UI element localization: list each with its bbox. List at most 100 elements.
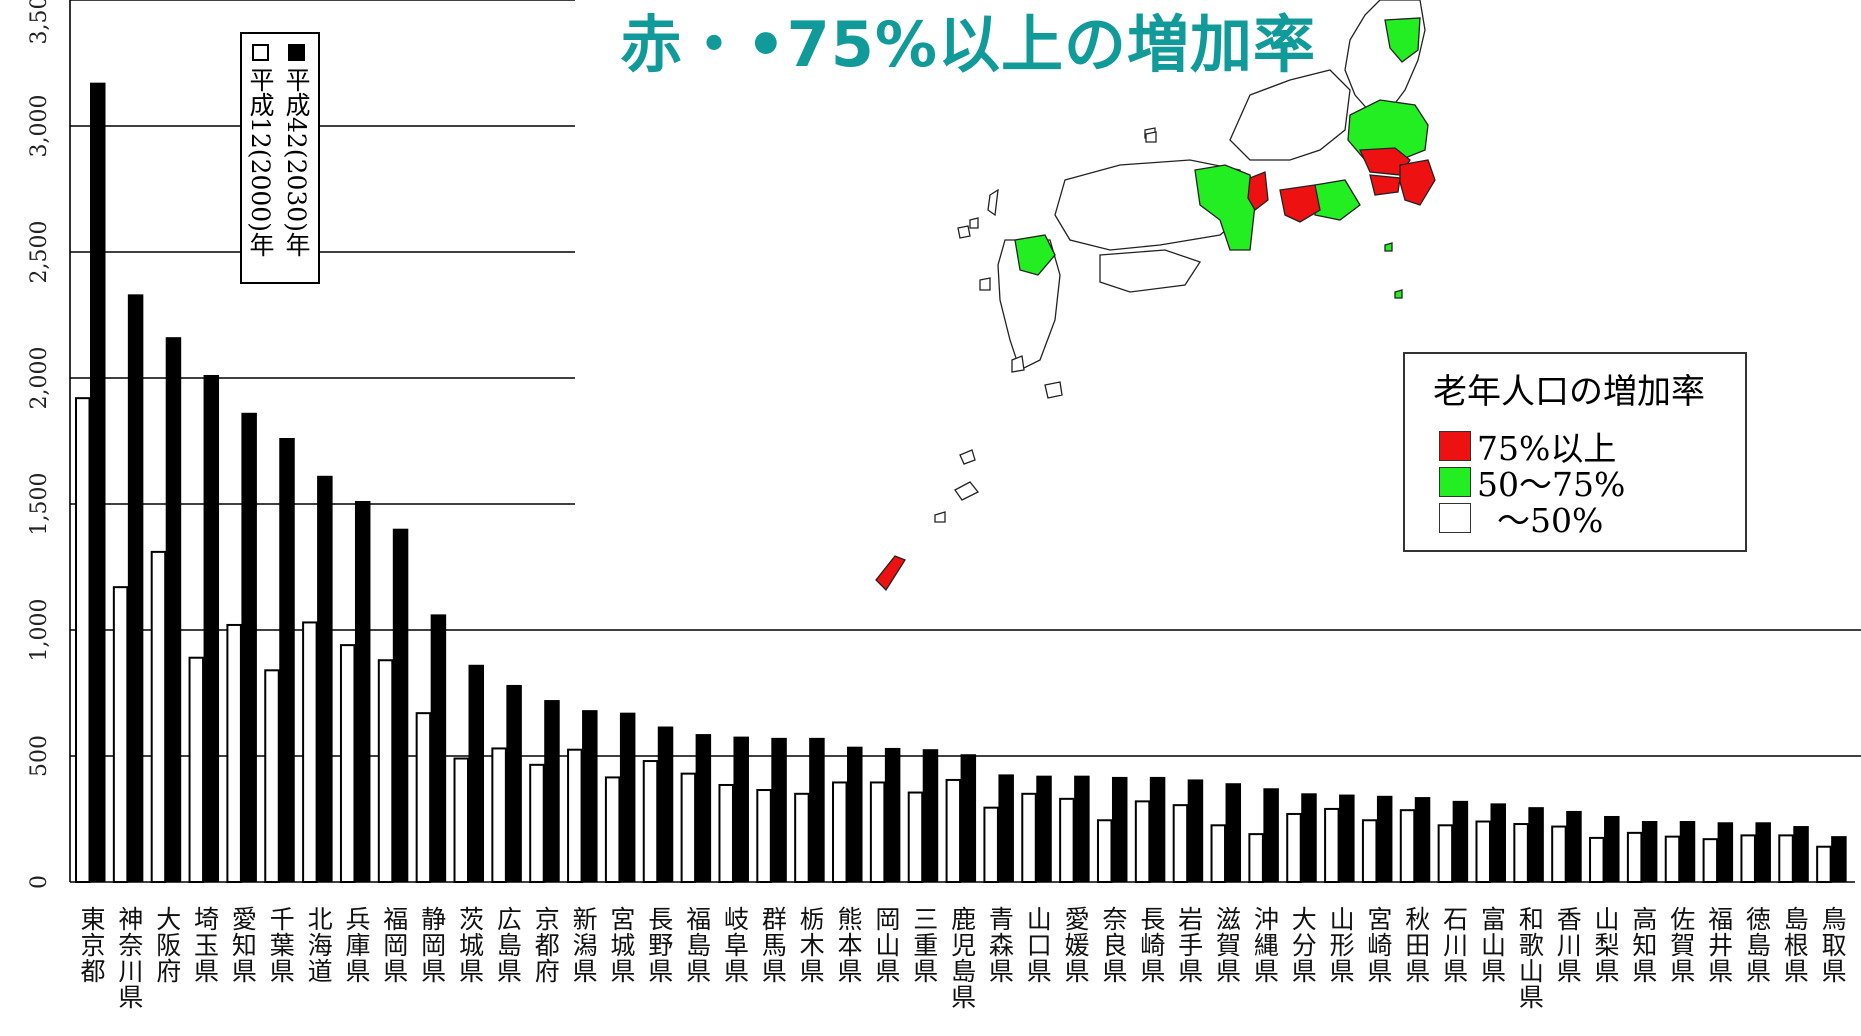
y-tick-label: 2,500: [27, 221, 52, 284]
map-kyushu: [997, 239, 1061, 371]
rate-legend: 老年人口の増加率 75%以上 50〜75% 〜50%: [1403, 352, 1747, 552]
y-tick-label: 3,50: [27, 0, 52, 44]
legend-entry-2030: 平成42(2030)年: [282, 44, 311, 257]
bar-2000: [907, 791, 924, 883]
chart-title: 赤・•75%以上の増加率: [620, 8, 1317, 81]
x-tick-label: 静岡県: [418, 906, 447, 984]
map-chubu: [1229, 69, 1351, 161]
bar-2000: [1664, 835, 1681, 884]
bar-2000: [1210, 824, 1227, 883]
bar-2030: [922, 749, 939, 883]
bar-2000: [983, 806, 999, 883]
x-tick-label: 滋賀県: [1213, 906, 1242, 984]
x-tick-label: 京都府: [531, 906, 560, 984]
rate-legend-title: 老年人口の増加率: [1433, 372, 1705, 412]
map-red-aichi: [1279, 184, 1321, 223]
bar-2030: [354, 500, 371, 883]
x-tick-label: 佐賀県: [1667, 906, 1696, 984]
bar-2030: [468, 664, 485, 883]
x-tick-label: 群馬県: [758, 906, 787, 984]
rate-label-high: 75%以上: [1477, 429, 1617, 468]
bar-2000: [1399, 809, 1416, 883]
x-tick-label: 鳥取県: [1818, 906, 1847, 984]
map-shikoku: [1099, 249, 1202, 293]
map-island-green-b: [1394, 289, 1403, 299]
bar-2000: [1816, 845, 1832, 883]
bar-2030: [998, 774, 1014, 883]
x-tick-label: 埼玉県: [191, 906, 220, 984]
bar-2000: [1589, 836, 1605, 884]
x-tick-label: 岡山県: [872, 906, 901, 984]
bar-2030: [279, 437, 295, 883]
bar-2030: [165, 337, 182, 883]
rate-legend-row-mid: 50〜75%: [1439, 458, 1625, 506]
bar-2030: [771, 737, 787, 883]
bar-2030: [317, 475, 333, 883]
bar-2000: [150, 550, 167, 883]
bar-2000: [75, 397, 91, 883]
map-green-fukuoka: [1014, 234, 1056, 276]
bar-2000: [567, 748, 583, 884]
bar-2030: [884, 747, 901, 883]
map-red-osaka: [1247, 171, 1269, 211]
rate-swatch-green: [1439, 467, 1471, 497]
bar-2000: [1475, 820, 1491, 884]
bar-2030: [1490, 803, 1506, 883]
bar-2000: [339, 644, 356, 883]
bar-2030: [847, 746, 863, 883]
bar-2030: [960, 754, 977, 883]
x-tick-label: 山梨県: [1591, 906, 1620, 984]
bar-2030: [1755, 822, 1771, 883]
x-tick-label: 栃木県: [796, 906, 825, 984]
x-tick-label: 宮崎県: [1364, 906, 1393, 984]
legend-label-2030: 平成42(2030)年: [282, 67, 311, 257]
x-tick-label: 茨城県: [456, 906, 485, 984]
bar-2000: [680, 772, 697, 884]
x-tick-label: 徳島県: [1742, 906, 1771, 984]
x-tick-label: 福岡県: [380, 906, 409, 984]
bar-2030: [1187, 779, 1204, 883]
x-tick-label: 広島県: [493, 906, 522, 984]
bar-2030: [1528, 807, 1544, 883]
x-tick-label: 秋田県: [1402, 906, 1431, 984]
y-tick-label: 0: [27, 875, 52, 889]
bar-2030: [1566, 810, 1582, 883]
bar-2030: [1717, 822, 1734, 883]
map-island-a: [957, 225, 971, 239]
x-tick-label: 香川県: [1553, 906, 1582, 984]
bar-2030: [1604, 815, 1620, 883]
bar-2030: [1036, 775, 1052, 883]
bar-2000: [869, 781, 886, 884]
bar-2030: [1074, 775, 1090, 883]
bar-2000: [794, 792, 810, 883]
map-okinawa-main: [875, 555, 906, 592]
rate-label-low: 〜50%: [1497, 501, 1604, 540]
bar-2030: [1263, 788, 1279, 883]
bar-2030: [1452, 800, 1469, 883]
bar-2000: [415, 712, 432, 883]
map-red-tokyo: [1369, 174, 1401, 196]
rate-swatch-red: [1439, 431, 1471, 461]
bar-2000: [945, 778, 962, 883]
x-tick-label: 山口県: [1023, 906, 1052, 984]
x-tick-label: 宮城県: [607, 906, 636, 984]
bar-2000: [1021, 792, 1037, 883]
map-island-c: [1145, 131, 1157, 143]
x-tick-label: 兵庫県: [342, 906, 371, 984]
x-tick-label: 新潟県: [569, 906, 598, 984]
x-tick-label: 福島県: [683, 906, 712, 984]
bar-2030: [1414, 797, 1431, 883]
x-tick-label: 和歌山県: [1515, 906, 1544, 1010]
bar-2000: [832, 781, 848, 884]
bar-2000: [1361, 819, 1378, 884]
bar-2000: [1172, 804, 1189, 884]
x-tick-label: 岩手県: [1175, 906, 1204, 984]
bar-2000: [1134, 800, 1151, 883]
bar-2000: [377, 659, 394, 883]
bar-2030: [506, 684, 522, 883]
bar-2000: [718, 783, 734, 883]
bar-2030: [809, 737, 825, 883]
x-tick-label: 愛媛県: [1061, 906, 1090, 984]
